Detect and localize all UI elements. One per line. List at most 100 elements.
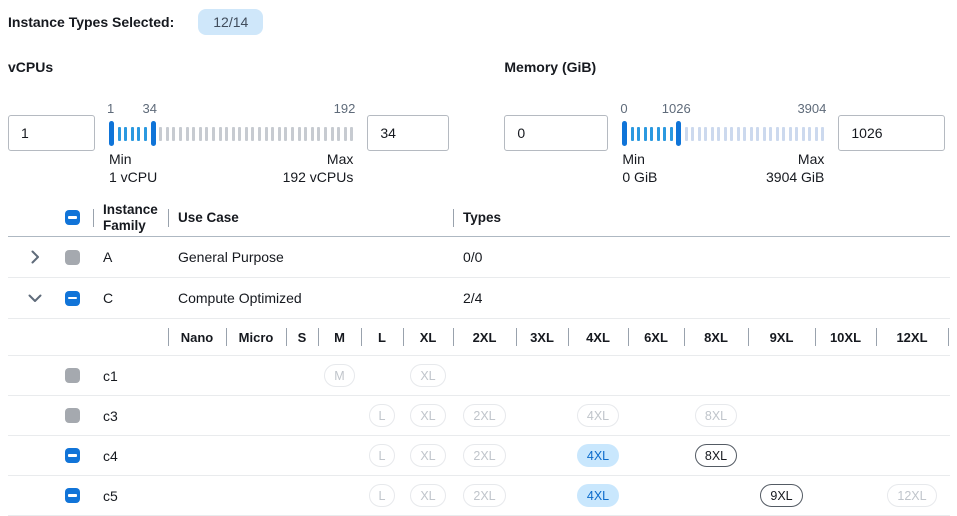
size-cell-c1-m: M [318,364,361,387]
size-cell-c3-2xl: 2XL [453,404,516,427]
slider-tick [795,126,799,141]
size-column-header-10xl: 10XL [815,319,876,355]
slider-tick [697,126,701,141]
select-all-checkbox[interactable] [65,210,80,225]
slider-tick [663,126,667,141]
memory-min-caption: Min [622,151,645,167]
family-row-a: A General Purpose 0/0 [8,237,950,278]
slider-tick [198,126,202,141]
slider-tick [284,126,288,141]
size-cell-c3-4xl: 4XL [568,404,628,427]
vcpu-max-detail: 192 vCPUs [282,168,354,185]
instance-row-c3: c3 L XL 2XL 4XL 8XL [8,396,950,436]
size-cell-c5-9xl: 9XL [748,484,815,507]
family-a-disabled-checkbox [65,249,80,265]
slider-tick [743,126,747,141]
column-header-use-case: Use Case [168,210,453,226]
size-column-header-3xl: 3XL [516,319,568,355]
memory-slider-track[interactable] [622,121,825,146]
instance-c4-indeterminate-checkbox[interactable] [65,448,80,463]
slider-tick [238,126,242,141]
slider-tick [710,126,714,141]
size-chip-c4-4xl[interactable]: 4XL [576,444,620,467]
size-chip-c1-m: M [324,364,355,387]
slider-tick [330,126,334,141]
vcpu-slider-labels: 1 34 192 [107,101,356,121]
slider-tick [172,126,176,141]
memory-range-slider: 0 1026 3904 Min 0 GiB Max 3904 GiB [620,101,827,186]
memory-slider-labels: 0 1026 3904 [620,101,827,121]
family-types-count: 2/4 [463,290,483,306]
instance-c1-disabled-checkbox [65,368,80,383]
slider-tick [244,126,248,141]
slider-handle[interactable] [109,121,114,146]
expand-cell [8,249,52,265]
slider-handle[interactable] [150,121,156,146]
memory-filter-row: 0 1026 3904 Min 0 GiB Max 3904 GiB [504,101,946,186]
slider-tick [159,126,163,141]
instance-checkbox-cell [52,368,93,383]
size-chip-c5-9xl[interactable]: 9XL [760,484,803,507]
slider-tick [769,126,773,141]
memory-min-input[interactable] [504,115,609,151]
size-chip-c5-2xl: 2XL [463,484,506,507]
slider-tick [277,126,281,141]
size-cell-c3-8xl: 8XL [684,404,748,427]
slider-handle[interactable] [622,121,628,146]
vcpu-slider-end-label: 192 [333,101,356,116]
size-column-header-12xl: 12XL [876,319,948,355]
slider-tick [704,126,708,141]
slider-tick [178,126,182,141]
instance-family-table: Instance Family Use Case Types A General … [8,199,950,516]
family-row-c: C Compute Optimized 2/4 [8,278,950,319]
family-c-indeterminate-checkbox[interactable] [65,290,80,306]
table-header-row: Instance Family Use Case Types [8,199,950,237]
instance-checkbox-cell [52,408,93,423]
slider-handle[interactable] [676,121,682,146]
size-chip-c4-8xl[interactable]: 8XL [694,444,738,467]
vcpu-min-input[interactable] [8,115,95,151]
slider-tick [801,126,805,141]
slider-tick [723,126,727,141]
size-cell-c4-xl: XL [403,444,453,467]
memory-slider-handle-label: 1026 [661,101,691,116]
size-column-header-2xl: 2XL [453,319,516,355]
slider-tick [297,126,301,141]
size-chip-c3-8xl: 8XL [694,404,738,427]
slider-tick [231,126,235,141]
expand-toggle-a[interactable] [27,249,43,265]
vcpu-slider-track[interactable] [109,121,354,146]
size-chip-c4-l: L [368,444,396,467]
size-cell-c4-4xl: 4XL [568,444,628,467]
slider-tick [185,126,189,141]
slider-tick [324,126,327,141]
instance-name: c1 [103,367,118,384]
expand-toggle-c[interactable] [27,290,43,306]
size-chip-c3-xl: XL [410,404,446,427]
size-chip-c3-l: L [368,404,396,427]
filters-section: vCPUs 1 34 192 Min 1 vCPU [8,59,950,186]
size-cell-c5-xl: XL [403,484,453,507]
table-body: A General Purpose 0/0 C Compute Optimized 2/4… [8,237,950,516]
slider-tick [192,126,196,141]
vcpu-min-caption: Min [109,151,132,167]
slider-tick [317,126,321,141]
slider-tick [205,126,209,141]
size-column-header-4xl: 4XL [568,319,628,355]
memory-slider-end-label: 3904 [797,101,827,116]
size-cell-c5-12xl: 12XL [876,484,948,507]
slider-tick [808,126,812,141]
size-cell-c4-2xl: 2XL [453,444,516,467]
vcpu-max-input[interactable] [367,115,450,151]
instance-c3-disabled-checkbox [65,408,80,423]
slider-tick [749,126,753,141]
size-chip-c5-4xl[interactable]: 4XL [576,484,620,507]
instance-c5-indeterminate-checkbox[interactable] [65,488,80,503]
slider-tick [788,126,792,141]
family-checkbox-cell [52,249,93,265]
memory-max-input[interactable] [838,115,946,151]
family-name: C [103,290,114,306]
size-chip-c5-l: L [368,484,396,507]
size-cell-c1-xl: XL [403,364,453,387]
slider-tick [337,126,341,141]
